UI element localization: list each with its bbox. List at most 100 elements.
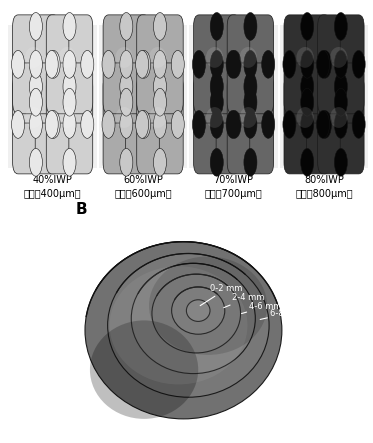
Circle shape bbox=[63, 51, 76, 78]
Ellipse shape bbox=[239, 47, 257, 68]
FancyBboxPatch shape bbox=[227, 75, 251, 126]
FancyBboxPatch shape bbox=[228, 77, 273, 172]
Text: 6-8 mm: 6-8 mm bbox=[260, 309, 303, 319]
FancyBboxPatch shape bbox=[340, 123, 364, 174]
FancyBboxPatch shape bbox=[126, 75, 150, 126]
Ellipse shape bbox=[131, 263, 255, 373]
Circle shape bbox=[334, 111, 347, 138]
FancyBboxPatch shape bbox=[46, 75, 70, 126]
Circle shape bbox=[301, 111, 314, 138]
Circle shape bbox=[120, 51, 133, 78]
Circle shape bbox=[63, 148, 76, 176]
Circle shape bbox=[319, 51, 332, 78]
Bar bbox=[280, 25, 369, 167]
Circle shape bbox=[171, 51, 184, 78]
FancyBboxPatch shape bbox=[228, 17, 273, 112]
Circle shape bbox=[283, 111, 296, 138]
Circle shape bbox=[317, 51, 330, 78]
FancyBboxPatch shape bbox=[126, 63, 150, 114]
Circle shape bbox=[29, 51, 43, 78]
Ellipse shape bbox=[25, 107, 43, 128]
FancyBboxPatch shape bbox=[318, 15, 342, 66]
Circle shape bbox=[63, 73, 76, 101]
Circle shape bbox=[210, 111, 223, 138]
Circle shape bbox=[81, 111, 94, 138]
Circle shape bbox=[120, 148, 133, 176]
Ellipse shape bbox=[330, 107, 347, 128]
Text: B: B bbox=[75, 202, 87, 217]
Text: 4-6 mm: 4-6 mm bbox=[242, 302, 282, 314]
FancyBboxPatch shape bbox=[285, 77, 329, 172]
FancyBboxPatch shape bbox=[227, 63, 251, 114]
FancyBboxPatch shape bbox=[69, 63, 93, 114]
Circle shape bbox=[29, 73, 43, 101]
Circle shape bbox=[301, 12, 314, 40]
Ellipse shape bbox=[85, 242, 282, 419]
Ellipse shape bbox=[116, 107, 133, 128]
Circle shape bbox=[45, 111, 58, 138]
Circle shape bbox=[63, 111, 76, 138]
Circle shape bbox=[244, 12, 257, 40]
FancyBboxPatch shape bbox=[318, 123, 342, 174]
Circle shape bbox=[12, 51, 25, 78]
Circle shape bbox=[283, 51, 296, 78]
Circle shape bbox=[228, 111, 241, 138]
FancyBboxPatch shape bbox=[194, 123, 217, 174]
Circle shape bbox=[301, 73, 314, 101]
FancyBboxPatch shape bbox=[46, 123, 70, 174]
Circle shape bbox=[301, 51, 314, 78]
Circle shape bbox=[244, 148, 257, 176]
Circle shape bbox=[45, 51, 58, 78]
FancyBboxPatch shape bbox=[13, 77, 58, 172]
FancyBboxPatch shape bbox=[194, 63, 217, 114]
FancyBboxPatch shape bbox=[307, 15, 330, 66]
FancyBboxPatch shape bbox=[319, 17, 363, 112]
Circle shape bbox=[334, 88, 347, 116]
Text: 70%IWP
（孔径700μm）: 70%IWP （孔径700μm） bbox=[205, 175, 263, 199]
FancyBboxPatch shape bbox=[307, 75, 330, 126]
Text: 80%IWP
（孔径800μm）: 80%IWP （孔径800μm） bbox=[295, 175, 353, 199]
Circle shape bbox=[301, 148, 314, 176]
FancyBboxPatch shape bbox=[318, 63, 342, 114]
Circle shape bbox=[29, 148, 43, 176]
FancyBboxPatch shape bbox=[307, 123, 330, 174]
FancyBboxPatch shape bbox=[340, 15, 364, 66]
FancyBboxPatch shape bbox=[137, 75, 161, 126]
Bar bbox=[189, 25, 278, 167]
FancyBboxPatch shape bbox=[340, 63, 364, 114]
Circle shape bbox=[138, 51, 151, 78]
FancyBboxPatch shape bbox=[159, 63, 183, 114]
Ellipse shape bbox=[149, 47, 166, 68]
FancyBboxPatch shape bbox=[340, 75, 364, 126]
Bar bbox=[8, 25, 97, 167]
Circle shape bbox=[262, 51, 275, 78]
Circle shape bbox=[63, 12, 76, 40]
FancyBboxPatch shape bbox=[104, 17, 148, 112]
Circle shape bbox=[47, 51, 60, 78]
FancyBboxPatch shape bbox=[138, 17, 182, 112]
FancyBboxPatch shape bbox=[319, 77, 363, 172]
Text: 40%IWP
（孔径400μm）: 40%IWP （孔径400μm） bbox=[24, 175, 81, 199]
Ellipse shape bbox=[116, 47, 133, 68]
Circle shape bbox=[352, 111, 365, 138]
Ellipse shape bbox=[297, 47, 314, 68]
Circle shape bbox=[334, 148, 347, 176]
Circle shape bbox=[153, 12, 166, 40]
Ellipse shape bbox=[90, 320, 198, 419]
Ellipse shape bbox=[206, 107, 223, 128]
Ellipse shape bbox=[152, 274, 241, 353]
FancyBboxPatch shape bbox=[35, 63, 59, 114]
Circle shape bbox=[29, 111, 43, 138]
FancyBboxPatch shape bbox=[318, 75, 342, 126]
Circle shape bbox=[334, 12, 347, 40]
FancyBboxPatch shape bbox=[13, 63, 37, 114]
Circle shape bbox=[138, 111, 151, 138]
Ellipse shape bbox=[149, 256, 267, 355]
FancyBboxPatch shape bbox=[159, 75, 183, 126]
Circle shape bbox=[136, 111, 149, 138]
Circle shape bbox=[210, 73, 223, 101]
Circle shape bbox=[334, 51, 347, 78]
Ellipse shape bbox=[186, 300, 210, 322]
FancyBboxPatch shape bbox=[250, 123, 274, 174]
Circle shape bbox=[29, 88, 43, 116]
